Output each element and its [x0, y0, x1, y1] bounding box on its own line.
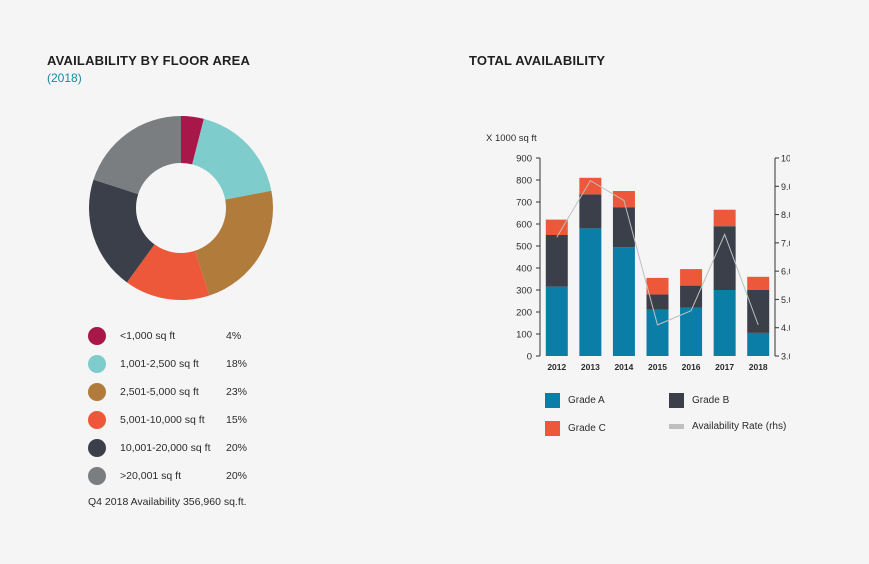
y2-tick-label: 9.0%	[781, 182, 790, 192]
donut-slice	[194, 190, 273, 296]
bar-segment	[747, 276, 770, 290]
bar-segment	[646, 309, 669, 356]
y-tick-label: 300	[516, 286, 532, 297]
bar-segment	[680, 269, 703, 286]
bar-legend-label: Grade B	[692, 395, 730, 406]
bar-legend-label: Availability Rate (rhs)	[692, 421, 787, 432]
bar-segment	[545, 219, 568, 235]
y2-tick-label: 3.0%	[781, 352, 790, 362]
legend-item: >20,001 sq ft 20%	[88, 466, 266, 486]
y2-tick-label: 5.0%	[781, 295, 790, 305]
y2-tick-label: 8.0%	[781, 210, 790, 220]
legend-swatch	[88, 467, 106, 485]
donut-slice	[181, 116, 204, 165]
bar-segment	[545, 286, 568, 356]
x-tick-label: 2012	[547, 362, 566, 372]
donut-chart	[89, 116, 273, 300]
bar-segment	[680, 285, 703, 308]
x-tick-label: 2013	[581, 362, 600, 372]
y2-tick-label: 7.0%	[781, 238, 790, 248]
legend-label: <1,000 sq ft	[120, 330, 176, 342]
legend-percent: 18%	[226, 358, 248, 370]
donut-slice	[126, 244, 210, 300]
legend-label: >20,001 sq ft	[120, 470, 182, 482]
legend-swatch	[88, 411, 106, 429]
y-tick-label: 600	[516, 220, 532, 231]
bar-legend-item: Availability Rate (rhs)	[669, 421, 786, 432]
x-tick-label: 2016	[682, 362, 701, 372]
bar-legend-swatch	[545, 421, 560, 436]
legend-item: <1,000 sq ft 4%	[88, 326, 266, 346]
bar-title: TOTAL AVAILABILITY	[469, 53, 606, 68]
legend-percent: 20%	[226, 442, 248, 454]
bar-segment	[713, 290, 736, 356]
bar-segment	[579, 228, 602, 356]
bar-legend-item: Grade A	[545, 393, 605, 408]
donut-slice	[89, 179, 155, 283]
stacked-bar-chart: X 1000 sq ft 0 100 200 300 400 500 600 700 800 900…	[486, 133, 790, 372]
donut-slice	[93, 116, 181, 195]
legend-percent: 15%	[226, 414, 248, 426]
legend-label: 10,001-20,000 sq ft	[120, 442, 211, 454]
y2-tick-label: 6.0%	[781, 267, 790, 277]
donut-slice	[192, 118, 272, 200]
x-tick-label: 2017	[715, 362, 734, 372]
bar-legend-swatch	[669, 424, 684, 429]
y-tick-label: 500	[516, 242, 532, 253]
y2-tick-label: 10.0%	[781, 154, 790, 164]
bar-segment	[680, 307, 703, 356]
donut-subtitle: (2018)	[47, 71, 82, 85]
legend-swatch	[88, 355, 106, 373]
availability-rate-line	[556, 179, 759, 326]
bar-segment	[713, 209, 736, 227]
donut-title: AVAILABILITY BY FLOOR AREA	[47, 53, 251, 68]
x-tick-label: 2014	[614, 362, 633, 372]
bar-segment	[612, 247, 635, 356]
bar-legend-swatch	[669, 393, 684, 408]
legend-percent: 23%	[226, 386, 248, 398]
bar-segment	[579, 194, 602, 229]
bar-segment	[747, 290, 770, 333]
y-tick-label: 900	[516, 154, 532, 165]
legend-item: 10,001-20,000 sq ft 20%	[88, 438, 266, 458]
y-tick-label: 200	[516, 308, 532, 319]
bar-segment	[612, 207, 635, 248]
y-tick-label: 700	[516, 198, 532, 209]
legend-label: 2,501-5,000 sq ft	[120, 386, 199, 398]
y-tick-label: 100	[516, 330, 532, 341]
legend-item: 5,001-10,000 sq ft 15%	[88, 410, 266, 430]
availability-footnote: Q4 2018 Availability 356,960 sq.ft.	[88, 496, 247, 508]
y2-tick-label: 4.0%	[781, 323, 790, 333]
bar-segment	[713, 226, 736, 290]
legend-swatch	[88, 327, 106, 345]
bar-legend-item: Grade C	[545, 421, 606, 436]
bar-legend-label: Grade C	[568, 423, 606, 434]
bar-segment	[545, 235, 568, 287]
bar-segment	[612, 191, 635, 208]
x-tick-label: 2018	[749, 362, 768, 372]
legend-percent: 4%	[226, 330, 242, 342]
legend-item: 2,501-5,000 sq ft 23%	[88, 382, 266, 402]
legend-swatch	[88, 439, 106, 457]
y-axis-unit-label: X 1000 sq ft	[486, 133, 537, 144]
legend-item: 1,001-2,500 sq ft 18%	[88, 354, 266, 374]
bar-legend-item: Grade B	[669, 393, 729, 408]
y-tick-label: 800	[516, 176, 532, 187]
y-tick-label: 0	[527, 352, 532, 363]
legend-percent: 20%	[226, 470, 248, 482]
bar-segment	[646, 277, 669, 295]
x-tick-label: 2015	[648, 362, 667, 372]
legend-label: 5,001-10,000 sq ft	[120, 414, 205, 426]
y-tick-label: 400	[516, 264, 532, 275]
legend-swatch	[88, 383, 106, 401]
bar-legend-swatch	[545, 393, 560, 408]
legend-label: 1,001-2,500 sq ft	[120, 358, 199, 370]
bar-legend-label: Grade A	[568, 395, 605, 406]
bar-segment	[747, 332, 770, 356]
